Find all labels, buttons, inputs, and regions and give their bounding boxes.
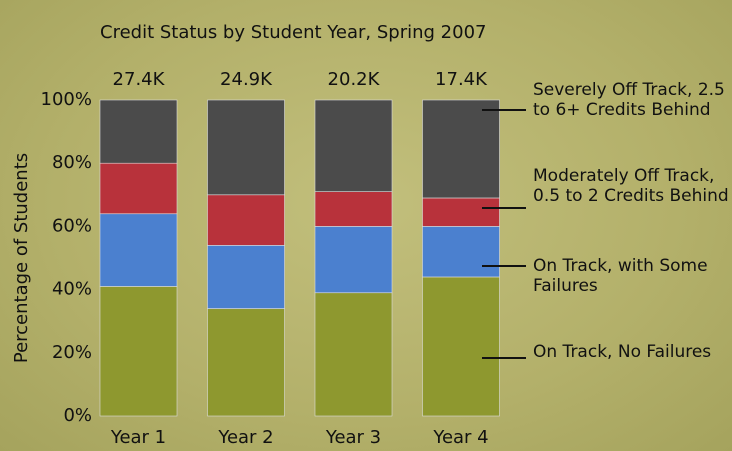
bar-segment [314,191,393,227]
bar-segment [314,99,393,192]
bar-segment [422,276,500,417]
y-tick-label: 0% [63,405,92,426]
y-tick-label: 20% [52,342,92,363]
x-tick-label: Year 1 [110,427,166,448]
y-tick-label: 40% [52,279,92,300]
bar-segment [207,194,285,246]
bar-segment [207,245,285,309]
y-tick-label: 60% [52,215,92,236]
legend-entry: Moderately Off Track, 0.5 to 2 Credits B… [533,166,729,206]
y-tick-label: 80% [52,152,92,173]
legend-entry: On Track, with Some Failures [533,256,708,296]
bar-segment [99,286,178,417]
total-label: 20.2K [328,69,381,90]
legend-entry: Severely Off Track, 2.5 to 6+ Credits Be… [533,80,725,120]
bar-segment [314,226,393,294]
chart-title: Credit Status by Student Year, Spring 20… [100,22,486,43]
x-tick-label: Year 2 [217,427,273,448]
bar-segment [422,197,500,227]
total-label: 27.4K [113,69,166,90]
bar-segment [99,99,178,164]
bar-segment [422,99,500,199]
total-label: 17.4K [435,69,488,90]
bar-segment [314,292,393,417]
x-tick-label: Year 4 [432,427,488,448]
bar-segment [207,308,285,417]
bar-segment [99,213,178,287]
legend-entry: On Track, No Failures [533,342,712,362]
bar-segment [422,226,500,278]
bar-segment [99,162,178,215]
y-axis-label: Percentage of Students [11,153,32,363]
total-label: 24.9K [220,69,273,90]
y-tick-label: 100% [41,89,92,110]
x-tick-label: Year 3 [325,427,381,448]
bar-segment [207,99,285,196]
